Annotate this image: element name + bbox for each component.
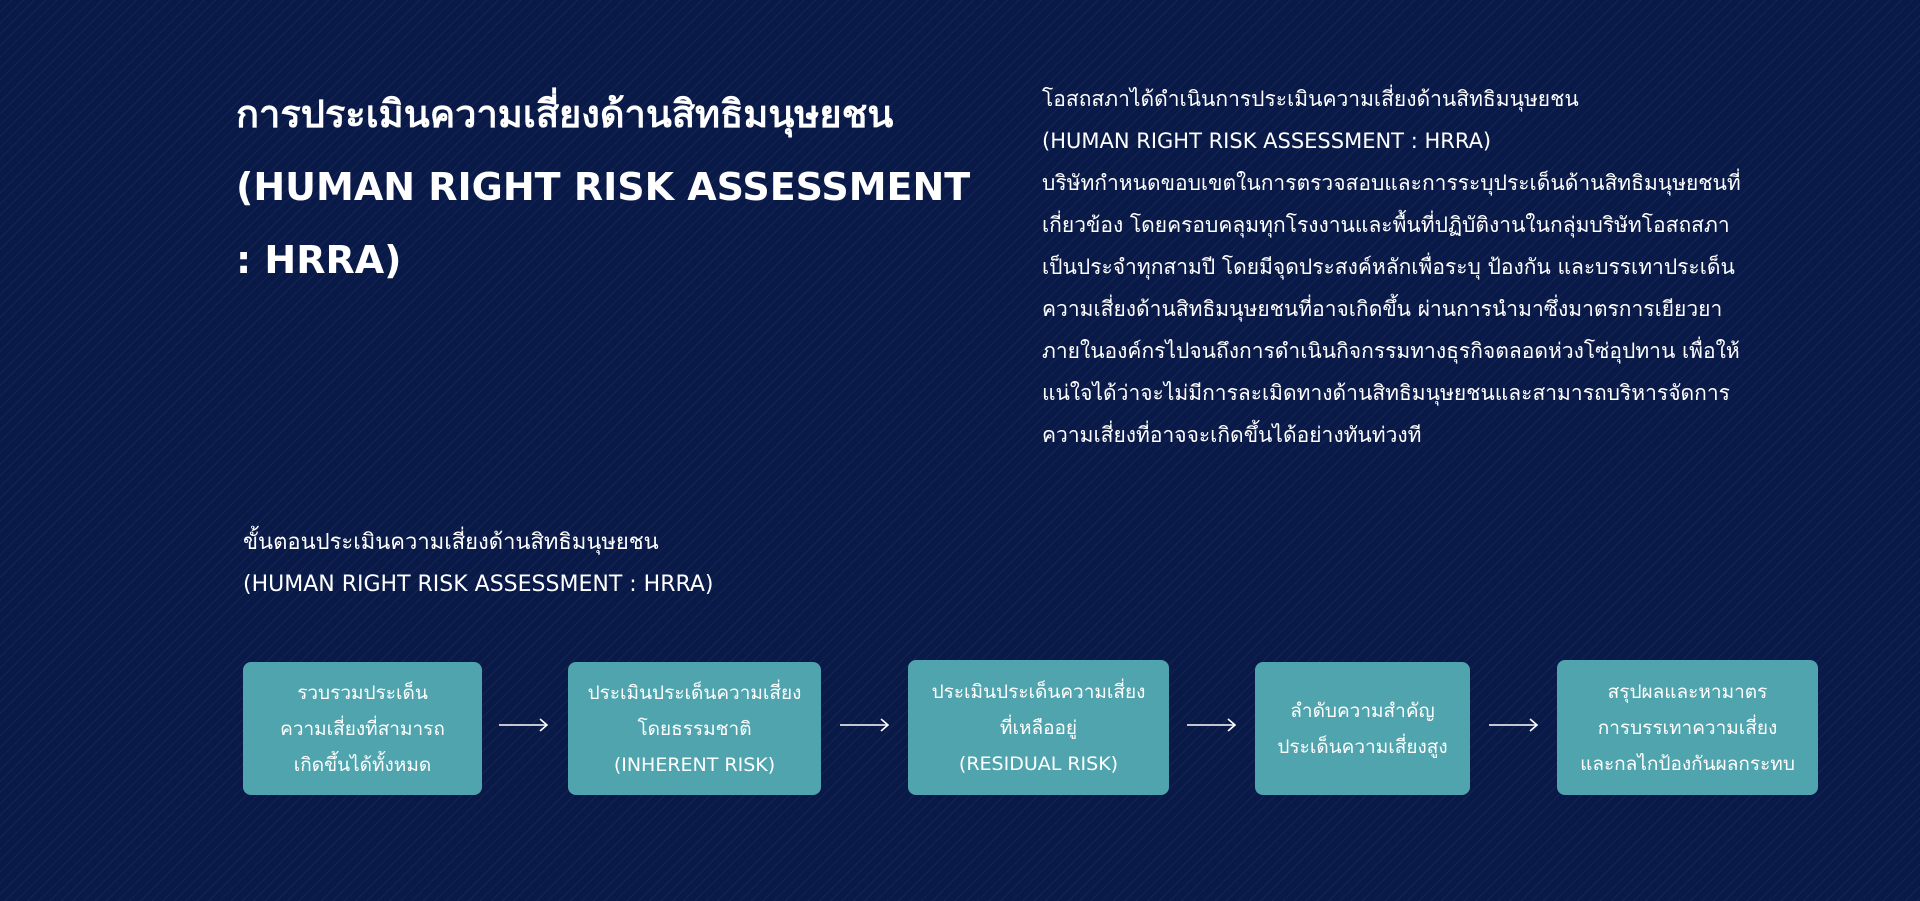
process-heading: ขั้นตอนประเมินความเสี่ยงด้านสิทธิมนุษยชน… — [243, 522, 714, 606]
step-label-line: ความเสี่ยงที่สามารถ — [280, 717, 445, 740]
process-heading-english: (HUMAN RIGHT RISK ASSESSMENT : HRRA) — [243, 572, 714, 597]
step-label-line: โดยธรรมชาติ — [637, 717, 752, 740]
intro-line: แน่ใจได้ว่าจะไม่มีการละเมิดทางด้านสิทธิม… — [1042, 381, 1730, 405]
step-label-line: เกิดขึ้นได้ทั้งหมด — [293, 753, 432, 776]
page-title-line-english: (HUMAN RIGHT RISK ASSESSMENT — [236, 165, 971, 209]
step-label-line: ประเด็นความเสี่ยงสูง — [1277, 735, 1448, 758]
long-right-arrow-icon — [1487, 713, 1541, 737]
page-title-line-thai: การประเมินความเสี่ยงด้านสิทธิมนุษยชน — [236, 92, 894, 136]
step-label-line: สรุปผลและหามาตร — [1607, 680, 1768, 703]
step-label-line: (RESIDUAL RISK) — [958, 752, 1119, 775]
process-step-prioritize-high-risks: ลำดับความสำคัญ ประเด็นความเสี่ยงสูง — [1255, 662, 1470, 795]
process-step-inherent-risk: ประเมินประเด็นความเสี่ยง โดยธรรมชาติ (IN… — [568, 662, 821, 795]
intro-line: ความเสี่ยงที่อาจจะเกิดขึ้นได้อย่างทันท่ว… — [1042, 423, 1422, 447]
long-right-arrow-icon — [1185, 713, 1239, 737]
process-step-residual-risk: ประเมินประเด็นความเสี่ยง ที่เหลืออยู่ (R… — [908, 660, 1169, 795]
step-label-line: รวบรวมประเด็น — [297, 681, 428, 704]
page-title-line-abbreviation: : HRRA) — [236, 238, 402, 282]
process-step-collect-risks: รวบรวมประเด็น ความเสี่ยงที่สามารถ เกิดขึ… — [243, 662, 482, 795]
step-label-line: ประเมินประเด็นความเสี่ยง — [587, 681, 802, 704]
process-step-mitigation-measures: สรุปผลและหามาตร การบรรเทาความเสี่ยง และก… — [1557, 660, 1818, 795]
step-label-line: และกลไกป้องกันผลกระทบ — [1580, 752, 1795, 775]
intro-line: (HUMAN RIGHT RISK ASSESSMENT : HRRA) — [1042, 129, 1492, 153]
intro-line: บริษัทกำหนดขอบเขตในการตรวจสอบและการระบุป… — [1042, 171, 1741, 195]
intro-line: ภายในองค์กรไปจนถึงการดำเนินกิจกรรมทางธุร… — [1042, 339, 1740, 363]
process-heading-thai: ขั้นตอนประเมินความเสี่ยงด้านสิทธิมนุษยชน — [243, 530, 659, 555]
step-label-line: การบรรเทาความเสี่ยง — [1597, 716, 1778, 739]
page-title: การประเมินความเสี่ยงด้านสิทธิมนุษยชน (HU… — [236, 78, 971, 297]
intro-paragraph: โอสถสภาได้ดำเนินการประเมินความเสี่ยงด้าน… — [1042, 78, 1862, 456]
step-label-line: ลำดับความสำคัญ — [1290, 699, 1435, 722]
step-label-line: ที่เหลืออยู่ — [999, 716, 1078, 739]
intro-line: ความเสี่ยงด้านสิทธิมนุษยชนที่อาจเกิดขึ้น… — [1042, 297, 1723, 321]
intro-line: เป็นประจำทุกสามปี โดยมีจุดประสงค์หลักเพื… — [1042, 255, 1735, 279]
long-right-arrow-icon — [838, 713, 892, 737]
long-right-arrow-icon — [497, 713, 551, 737]
intro-line: เกี่ยวข้อง โดยครอบคลุมทุกโรงงานและพื้นที… — [1042, 213, 1730, 237]
step-label-line: (INHERENT RISK) — [613, 753, 776, 776]
step-label-line: ประเมินประเด็นความเสี่ยง — [931, 680, 1146, 703]
intro-line: โอสถสภาได้ดำเนินการประเมินความเสี่ยงด้าน… — [1042, 87, 1579, 111]
